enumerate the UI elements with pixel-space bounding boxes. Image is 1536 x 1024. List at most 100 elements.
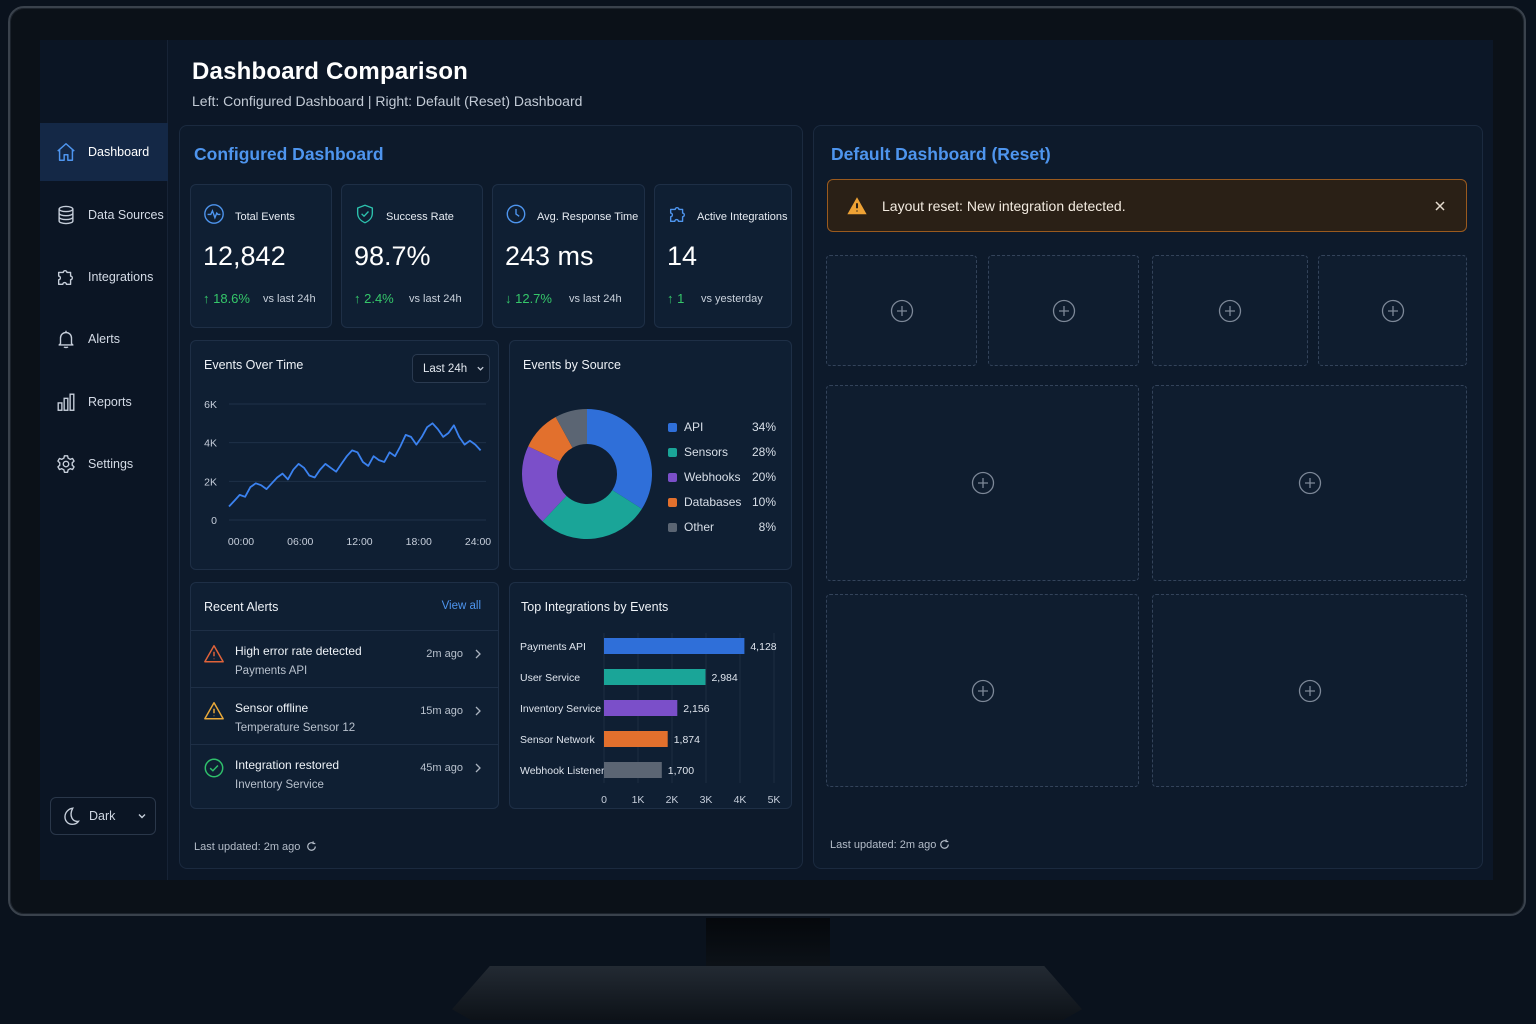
database-icon <box>58 205 74 225</box>
legend-item: Other 8% <box>668 519 776 535</box>
y-tick-label: 6K <box>204 399 217 411</box>
moon-icon <box>64 807 80 825</box>
stat-value: 98.7% <box>354 241 431 271</box>
y-tick-label: 2K <box>204 476 217 488</box>
alert-time: 2m ago <box>426 648 463 660</box>
legend-swatch <box>668 472 677 482</box>
sidebar-item-integrations[interactable]: Integrations <box>40 248 168 306</box>
theme-select[interactable]: Dark <box>50 797 156 835</box>
sidebar-item-dashboard[interactable]: Dashboard <box>40 123 168 181</box>
x-tick-label: 06:00 <box>287 536 313 548</box>
add-widget-icon[interactable] <box>971 679 995 703</box>
add-widget-icon[interactable] <box>971 471 995 495</box>
stat-label: Total Events <box>235 211 295 223</box>
bar-category-label: Inventory Service <box>520 703 601 715</box>
legend-label: API <box>684 420 704 434</box>
add-widget-icon[interactable] <box>890 299 914 323</box>
x-tick-label: 0 <box>601 794 607 806</box>
add-widget-icon[interactable] <box>1381 299 1405 323</box>
default-dashboard-title: Default Dashboard (Reset) <box>831 144 1051 164</box>
sidebar-item-data-sources[interactable]: Data Sources <box>40 186 168 244</box>
legend-swatch <box>668 422 677 432</box>
monitor-stand-base <box>452 966 1082 1020</box>
legend-swatch <box>668 522 677 532</box>
stat-value: 14 <box>667 241 698 271</box>
legend-label: Sensors <box>684 445 729 459</box>
add-widget-icon[interactable] <box>1298 679 1322 703</box>
alert-row[interactable]: Sensor offline Temperature Sensor 12 15m… <box>191 687 499 744</box>
sidebar-item-alerts[interactable]: Alerts <box>40 310 168 368</box>
chevron-right-icon <box>475 763 481 773</box>
widget-placeholder[interactable] <box>1152 594 1467 787</box>
legend-value: 10% <box>751 495 776 509</box>
sidebar-item-reports[interactable]: Reports <box>40 373 168 431</box>
sidebar-item-label: Alerts <box>88 332 120 346</box>
x-tick-label: 5K <box>768 794 781 806</box>
bar-value-label: 4,128 <box>750 641 776 653</box>
banner-message: Layout reset: New integration detected. <box>882 198 1126 214</box>
x-tick-label: 18:00 <box>406 536 432 548</box>
view-all-link[interactable]: View all <box>441 600 481 612</box>
sidebar-item-settings[interactable]: Settings <box>40 435 168 493</box>
warning-icon <box>204 645 224 663</box>
stat-card-success-rate[interactable]: Success Rate 98.7% ↑ 2.4% vs last 24h <box>341 184 483 328</box>
widget-placeholder[interactable] <box>826 594 1139 787</box>
activity-icon <box>204 204 224 224</box>
page-title: Dashboard Comparison <box>192 58 469 85</box>
warning-icon <box>204 702 224 720</box>
recent-alerts-title: Recent Alerts <box>204 600 279 614</box>
bar <box>604 762 662 778</box>
recent-alerts-card: Recent Alerts View all High error rate d… <box>190 582 499 809</box>
widget-placeholder[interactable] <box>1152 385 1467 581</box>
top-integrations-title: Top Integrations by Events <box>521 600 669 614</box>
stat-label: Active Integrations <box>697 211 788 223</box>
events-donut-chart <box>522 409 652 539</box>
donut-slice-other <box>555 409 587 448</box>
bar-value-label: 1,874 <box>674 734 700 746</box>
refresh-icon[interactable] <box>938 838 951 851</box>
default-last-updated: Last updated: 2m ago <box>830 839 937 851</box>
alert-time: 15m ago <box>420 705 463 717</box>
events-over-time-card: Events Over Time Last 24h 0 2K 4K 6K 00:00 06… <box>190 340 499 570</box>
legend-item: Sensors 28% <box>668 444 776 460</box>
x-tick-label: 24:00 <box>465 536 491 548</box>
alert-row[interactable]: High error rate detected Payments API 2m… <box>191 630 499 687</box>
time-range-select[interactable]: Last 24h <box>412 354 490 383</box>
donut-slice-databases <box>528 417 573 462</box>
donut-slice-webhooks <box>522 446 567 522</box>
donut-slice-api <box>587 409 652 509</box>
stat-card-active-integrations[interactable]: Active Integrations 14 ↑ 1 vs yesterday <box>654 184 792 328</box>
sidebar-item-label: Data Sources <box>88 208 164 222</box>
add-widget-icon[interactable] <box>1218 299 1242 323</box>
stat-delta: ↑ 1 <box>667 291 685 306</box>
legend-item: Webhooks 20% <box>668 469 776 485</box>
chevron-right-icon <box>475 649 481 659</box>
bell-icon <box>58 330 74 349</box>
widget-placeholder[interactable] <box>1152 255 1308 366</box>
x-tick-label: 1K <box>632 794 645 806</box>
legend-value: 34% <box>751 420 776 434</box>
bar-category-label: Webhook Listener <box>520 765 605 777</box>
close-icon[interactable] <box>1434 200 1446 212</box>
legend-value: 20% <box>751 470 776 484</box>
x-tick-label: 00:00 <box>228 536 254 548</box>
alert-source: Inventory Service <box>235 779 324 791</box>
widget-placeholder[interactable] <box>988 255 1139 366</box>
puzzle-icon <box>57 270 73 286</box>
refresh-icon[interactable] <box>305 840 318 853</box>
add-widget-icon[interactable] <box>1052 299 1076 323</box>
widget-placeholder[interactable] <box>1318 255 1467 366</box>
chevron-down-icon <box>477 366 484 371</box>
legend-item: API 34% <box>668 419 776 435</box>
x-tick-label: 2K <box>666 794 679 806</box>
stat-compare: vs last 24h <box>409 293 462 305</box>
warning-icon <box>847 197 867 215</box>
y-tick-label: 4K <box>204 438 217 450</box>
alert-row[interactable]: Integration restored Inventory Service 4… <box>191 744 499 801</box>
stat-card-avg-response-time[interactable]: Avg. Response Time 243 ms ↓ 12.7% vs las… <box>492 184 645 328</box>
add-widget-icon[interactable] <box>1298 471 1322 495</box>
widget-placeholder[interactable] <box>826 255 977 366</box>
x-tick-label: 3K <box>700 794 713 806</box>
stat-card-total-events[interactable]: Total Events 12,842 ↑ 18.6% vs last 24h <box>190 184 332 328</box>
widget-placeholder[interactable] <box>826 385 1139 581</box>
